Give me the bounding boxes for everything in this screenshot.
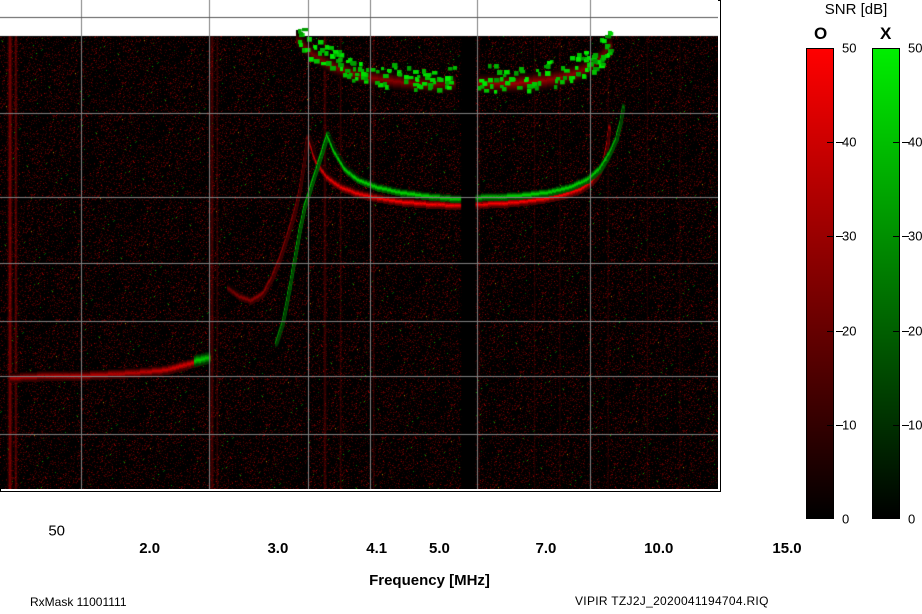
colorbar-tick-label: 40 [842, 134, 857, 150]
colorbar-tick-mark [836, 424, 843, 426]
colorbar-x[interactable] [872, 48, 900, 519]
colorbar-tick-mark [827, 330, 834, 332]
colorbar-tick-label: 40 [908, 134, 922, 150]
colorbar-tick-label: 10 [908, 417, 922, 433]
colorbar-tick-label: 50 [842, 40, 857, 56]
colorbar-tick-mark [827, 236, 834, 238]
colorbar-tick-mark [893, 236, 900, 238]
x-tick-label: 4.1 [366, 540, 388, 557]
colorbar-tick-mark [827, 424, 834, 426]
x-tick-label: 10.0 [644, 540, 674, 557]
colorbar-tick-label: 0 [908, 511, 916, 527]
source-file-label: VIPIR TZJ2J_2020041194704.RIQ [575, 594, 769, 608]
x-tick-label: 7.0 [535, 540, 557, 557]
colorbar-tick-label: 0 [842, 511, 850, 527]
x-tick-label: 15.0 [772, 540, 802, 557]
colorbar-tick-label: 30 [842, 228, 857, 244]
colorbar-tick-mark [836, 142, 843, 144]
x-tick-label: 2.0 [139, 540, 161, 557]
x-tick-label: 5.0 [429, 540, 450, 557]
ionogram-canvas [0, 0, 718, 489]
colorbar-tick-mark [902, 330, 909, 332]
colorbar-tick-mark [893, 424, 900, 426]
ionogram-plot[interactable] [0, 0, 721, 492]
colorbar-tick-mark [836, 330, 843, 332]
colorbar-x-label: X [880, 24, 892, 43]
colorbar-tick-mark [836, 236, 843, 238]
x-axis-label: Frequency [MHz] [369, 572, 490, 589]
colorbar-tick-mark [827, 142, 834, 144]
colorbar-tick-label: 20 [908, 323, 922, 339]
colorbar-tick-mark [902, 424, 909, 426]
colorbar-tick-label: 30 [908, 228, 922, 244]
colorbar-tick-mark [902, 236, 909, 238]
colorbar-title: SNR [dB] [824, 1, 888, 18]
colorbar-tick-label: 10 [842, 417, 857, 433]
x-axis: 2.0 3.0 4.1 5.0 7.0 10.0 15.0 [69, 536, 801, 562]
rxmask-label: RxMask 11001111 [30, 595, 127, 609]
y-tick-label: 50 [48, 522, 65, 540]
colorbar-o-label: O [814, 24, 828, 43]
colorbar-tick-mark [893, 330, 900, 332]
x-tick-label: 3.0 [267, 540, 289, 557]
colorbar-tick-mark [893, 142, 900, 144]
colorbar-o[interactable] [806, 48, 834, 519]
colorbar-tick-label: 20 [842, 323, 857, 339]
colorbar-tick-mark [902, 142, 909, 144]
colorbar-tick-label: 50 [908, 40, 922, 56]
